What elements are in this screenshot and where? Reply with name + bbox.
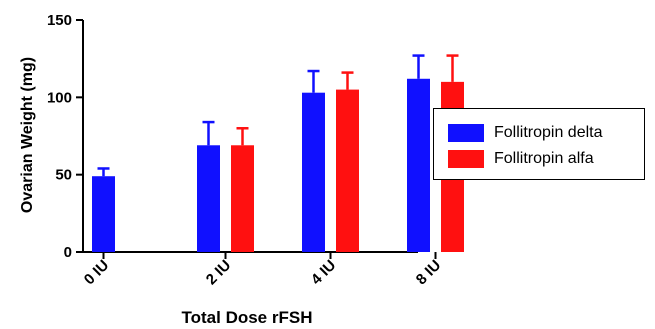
legend-label-follitropin-delta: Follitropin delta [494, 124, 603, 141]
bar-delta-1 [197, 145, 220, 252]
legend-label-follitropin-alfa: Follitropin alfa [494, 150, 594, 167]
legend-item-follitropin-delta: Follitropin delta [448, 123, 603, 143]
plot-area: 0 50 100 150 0 IU 2 IU 4 IU 8 IU [47, 12, 464, 288]
y-tick-label-0: 0 [64, 244, 72, 261]
y-tick-label-1: 50 [55, 167, 72, 184]
legend-item-follitropin-alfa: Follitropin alfa [448, 149, 594, 169]
x-tick-label-3: 8 IU [413, 257, 444, 288]
legend: Follitropin delta Follitropin alfa [433, 108, 645, 180]
bar-alfa-2 [336, 89, 359, 252]
legend-swatch-blue [448, 124, 484, 142]
x-axis-label: Total Dose rFSH [182, 308, 313, 327]
bar-alfa-1 [231, 145, 254, 252]
y-tick-label-3: 150 [47, 12, 72, 29]
x-tick-label-1: 2 IU [203, 257, 234, 288]
bar-delta-0 [92, 176, 115, 252]
legend-swatch-red [448, 150, 484, 168]
x-tick-label-2: 4 IU [308, 257, 339, 288]
y-axis-label: Ovarian Weight (mg) [19, 57, 36, 213]
x-tick-label-0: 0 IU [81, 257, 112, 288]
bar-delta-3 [407, 78, 430, 252]
bar-delta-2 [302, 92, 325, 253]
y-tick-label-2: 100 [47, 89, 72, 106]
